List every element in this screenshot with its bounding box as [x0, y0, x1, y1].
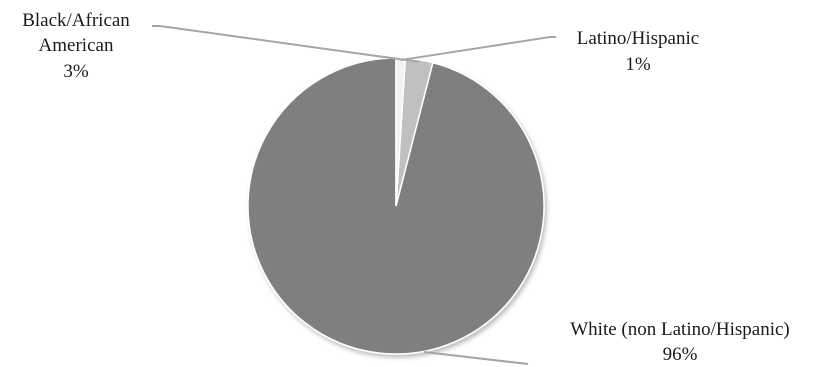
leader-line-black — [152, 25, 419, 63]
slice-label-black-line1: Black/African — [22, 10, 130, 31]
slice-value-latino: 1% — [625, 54, 651, 75]
slice-value-white: 96% — [663, 344, 698, 365]
slice-label-latino: Latino/Hispanic — [577, 28, 699, 49]
leader-lines — [152, 25, 556, 365]
leader-line-latino — [400, 36, 556, 62]
slice-value-black: 3% — [63, 61, 89, 82]
slice-label-black-line2: American — [39, 35, 114, 56]
pie-slices — [247, 57, 545, 355]
leader-line-white — [423, 351, 529, 365]
slice-label-white: White (non Latino/Hispanic) — [570, 319, 790, 340]
